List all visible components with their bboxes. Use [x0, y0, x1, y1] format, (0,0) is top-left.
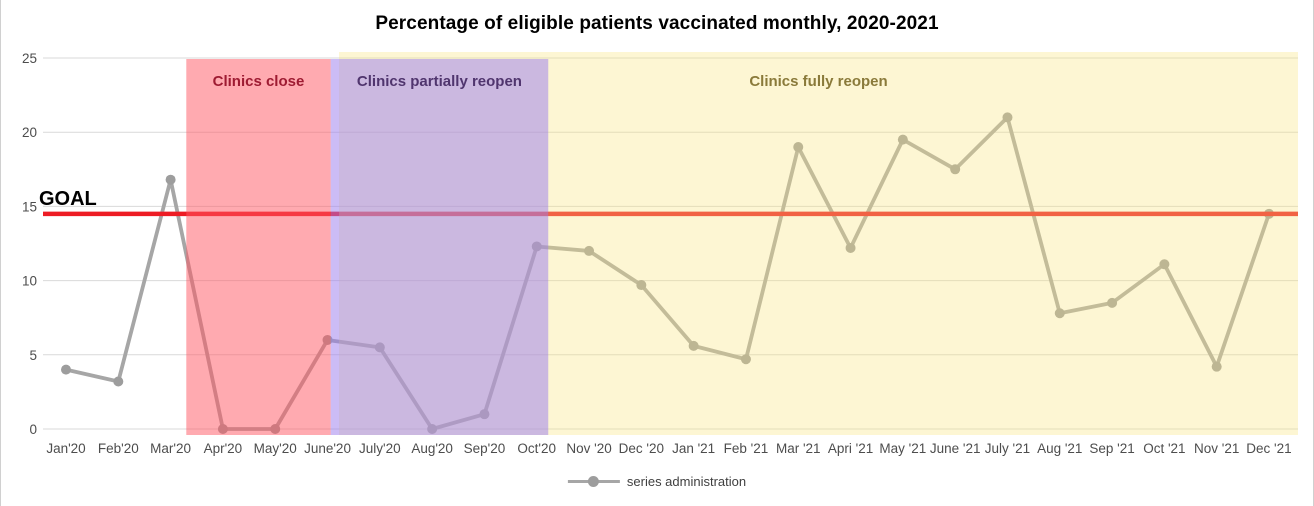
- x-axis-tick-label: Oct '21: [1143, 441, 1185, 456]
- legend-series-label: series administration: [626, 473, 747, 489]
- legend-series-marker-icon: [567, 472, 620, 490]
- x-axis-tick-label: July '21: [985, 441, 1030, 456]
- data-point-marker: [1159, 259, 1170, 270]
- x-axis-tick-label: July'20: [359, 441, 401, 456]
- x-axis-tick-label: Sep '21: [1089, 441, 1134, 456]
- region-label-clinics-partially-reopen: Clinics partially reopen: [357, 73, 522, 90]
- chart-title: Percentage of eligible patients vaccinat…: [375, 13, 939, 34]
- data-point-marker: [1054, 308, 1065, 319]
- data-point-marker: [113, 376, 124, 387]
- data-point-marker: [584, 245, 595, 256]
- y-axis-tick-label: 25: [22, 51, 37, 66]
- x-axis-tick-label: Nov '21: [1194, 441, 1239, 456]
- x-axis-tick-label: Dec '21: [1246, 441, 1291, 456]
- region-clinics-partially-reopen: [330, 59, 549, 435]
- x-axis-tick-label: Aug '21: [1037, 441, 1082, 456]
- x-axis-tick-label: May'20: [254, 441, 297, 456]
- data-point-marker: [1211, 361, 1222, 372]
- region-clinics-close: [186, 59, 331, 435]
- x-axis-tick-label: Sep'20: [464, 441, 506, 456]
- x-axis-tick-label: Feb'20: [98, 441, 139, 456]
- x-axis-tick-label: Oct'20: [517, 441, 556, 456]
- x-axis-tick-label: Feb '21: [724, 441, 769, 456]
- y-axis-tick-label: 15: [22, 199, 37, 214]
- data-point-marker: [793, 142, 804, 153]
- legend-dot-icon: [587, 476, 599, 487]
- x-axis-tick-label: Aug'20: [411, 441, 453, 456]
- data-point-marker: [950, 164, 961, 175]
- data-point-marker: [897, 134, 908, 145]
- y-axis-tick-label: 10: [22, 274, 37, 289]
- data-point-marker: [740, 354, 751, 365]
- x-axis-tick-label: Mar'20: [150, 441, 191, 456]
- x-axis-tick-label: Apri '21: [828, 441, 873, 456]
- data-point-marker: [845, 242, 856, 253]
- data-point-marker: [61, 364, 71, 375]
- region-label-clinics-fully-reopen: Clinics fully reopen: [749, 73, 887, 90]
- x-axis-tick-label: May '21: [879, 441, 926, 456]
- x-axis-tick-label: Mar '21: [776, 441, 821, 456]
- y-axis-tick-label: 20: [22, 125, 37, 140]
- y-axis-tick-label: 0: [29, 422, 37, 437]
- data-point-marker: [636, 280, 647, 291]
- data-point-marker: [165, 174, 176, 185]
- x-axis-tick-label: Jan '21: [672, 441, 715, 456]
- data-point-marker: [1107, 297, 1118, 308]
- y-axis-tick-label: 5: [29, 348, 37, 363]
- goal-label: GOAL: [39, 188, 97, 210]
- x-axis-tick-label: Nov '20: [566, 441, 611, 456]
- data-point-marker: [1002, 112, 1013, 123]
- chart-legend: series administration: [567, 472, 747, 490]
- x-axis-tick-label: June'20: [304, 441, 351, 456]
- x-axis-tick-label: Jan'20: [46, 441, 85, 456]
- region-label-clinics-close: Clinics close: [213, 73, 305, 90]
- x-axis-tick-label: Apr'20: [204, 441, 243, 456]
- x-axis-tick-label: Dec '20: [619, 441, 664, 456]
- data-point-marker: [688, 340, 699, 351]
- x-axis-tick-label: June '21: [930, 441, 981, 456]
